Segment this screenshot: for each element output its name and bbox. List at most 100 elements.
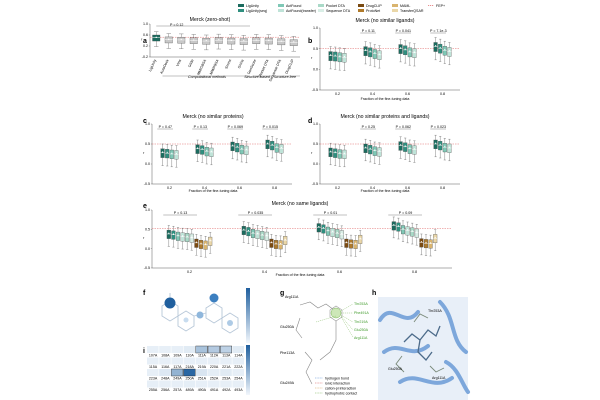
legend-label: ActFound: [286, 4, 301, 8]
box-mark: [200, 140, 205, 163]
attention-colorbar: [246, 288, 250, 343]
mean-point: [413, 148, 415, 150]
mean-point: [245, 148, 247, 150]
mean-point: [330, 150, 332, 152]
legend-hydrophobic: hydrophobic contact: [325, 391, 357, 395]
box: [419, 238, 424, 248]
mean-point: [332, 230, 334, 232]
box-mark: [321, 219, 326, 242]
interaction-legend: hydrogen bond ionic interaction cation-p…: [315, 376, 357, 395]
mean-point: [218, 39, 220, 41]
x-tick-label: Smina: [224, 59, 232, 70]
box: [438, 43, 443, 54]
p-value-label: P = 0.041: [396, 29, 411, 33]
x-tick-label: 0.4: [370, 92, 375, 96]
mean-point: [327, 229, 329, 231]
panel-letter-a: a: [143, 38, 147, 45]
box-mark: [180, 227, 185, 250]
residue-label: 492A: [222, 388, 231, 392]
box: [342, 149, 347, 159]
box-mark: [391, 216, 396, 239]
box-mark: [339, 225, 344, 247]
residue-label: Glu249A: [280, 381, 295, 385]
residue-label: Phe491A: [354, 311, 369, 315]
heatmap-cell: 250A: [183, 368, 196, 381]
panel-b-title: Merck (no similar ligands): [355, 18, 414, 24]
y-tick-label: 0.5: [145, 228, 150, 232]
mean-point: [439, 46, 441, 49]
box-mark: [328, 46, 333, 70]
mean-point: [339, 152, 341, 154]
y-tick-label: -0.5: [312, 182, 318, 186]
legend-item: Pocket DTA: [318, 4, 346, 8]
heatmap-cell: 256A: [159, 380, 171, 392]
x-tick-label: 0.6: [237, 186, 242, 190]
box-mark: [264, 34, 273, 50]
residue-label: 112A: [210, 354, 219, 358]
box: [241, 226, 246, 235]
mean-point: [236, 145, 238, 147]
box-mark: [344, 234, 349, 256]
legend-swatch: [278, 9, 284, 12]
residue-label: Glu250A: [388, 367, 403, 371]
x-tick-label: 0.8: [440, 186, 445, 190]
heatmap-cell: 111A: [195, 345, 208, 358]
box: [398, 141, 403, 151]
legend-label: MAML: [400, 4, 410, 8]
mean-point: [350, 242, 352, 244]
box: [214, 37, 223, 44]
box-mark: [377, 45, 382, 69]
heatmap-cell: 257A: [171, 380, 183, 392]
p-value-label: P = 0.062: [396, 125, 411, 129]
heatmap-cell: 219A: [195, 357, 208, 369]
box-mark: [283, 231, 288, 253]
box: [235, 143, 240, 153]
mean-point: [280, 243, 282, 245]
box: [189, 233, 194, 243]
box: [283, 236, 288, 245]
panel-c-xlabel: Fraction of the fine-tuning data: [189, 189, 238, 193]
mean-point: [197, 147, 199, 149]
residue-label: Thr253A: [428, 309, 442, 313]
x-tick-label: 0.6: [405, 186, 410, 190]
box-mark: [209, 143, 214, 165]
heatmap-cell: 115A: [147, 357, 159, 369]
box-mark: [442, 41, 447, 64]
panel-b-xlabel: Fraction of the fine-tuning data: [361, 97, 410, 101]
mean-point: [200, 242, 202, 244]
panel-e-xlabel: Fraction of the fine-tuning data: [276, 273, 325, 277]
box: [160, 148, 165, 158]
heatmap-cell: 113A: [219, 345, 232, 358]
box-mark: [189, 34, 198, 50]
mean-point: [168, 38, 170, 40]
heatmap-cell: 252A: [208, 369, 220, 381]
box: [424, 239, 428, 249]
mean-point: [402, 227, 404, 230]
residue-label: 254A: [234, 377, 243, 381]
box: [377, 147, 382, 157]
box: [433, 42, 438, 52]
x-tick-label: Glide: [187, 59, 194, 68]
box-mark: [396, 217, 401, 240]
box-mark: [410, 222, 415, 245]
y-tick-label: 1.0: [313, 122, 318, 126]
residue-label: 248A: [161, 377, 170, 381]
box: [403, 142, 408, 152]
heatmap-cell: 251A: [195, 369, 208, 381]
box: [377, 50, 382, 60]
box: [412, 145, 417, 155]
box: [274, 143, 279, 153]
box-mark: [330, 223, 335, 245]
box: [363, 46, 368, 56]
legend-item: FEP+: [428, 4, 445, 8]
ligand-sticks: [403, 325, 441, 361]
mean-point: [195, 241, 197, 243]
panel-d-title: Merck (no similar proteins and ligands): [340, 114, 429, 120]
mean-point: [247, 229, 249, 232]
box: [403, 45, 408, 56]
group-label-computational: Computational methods: [188, 75, 226, 79]
panel-f: f: [143, 288, 250, 343]
p-value-label: P = 0.13: [174, 211, 187, 215]
y-axis-label: r: [311, 56, 313, 60]
box-mark: [208, 232, 213, 254]
